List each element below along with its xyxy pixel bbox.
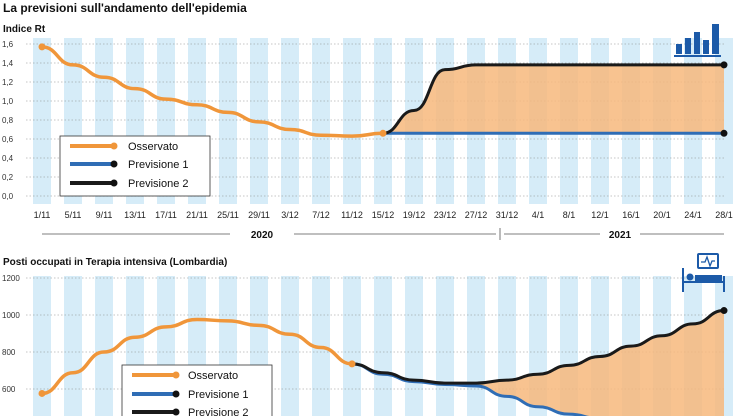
chart1-y-tick-label: 1,4 <box>2 59 14 68</box>
chart2-series <box>38 307 728 416</box>
x-tick-label: 1/11 <box>34 210 51 220</box>
x-tick-label: 28/1 <box>715 210 733 220</box>
stripe <box>343 276 361 416</box>
chart1-band-area <box>383 64 724 134</box>
legend-forecast2-marker <box>110 179 118 187</box>
chart2-y-tick-label: 800 <box>2 348 16 357</box>
x-tick-label: 23/12 <box>434 210 457 220</box>
chart1-y-tick-label: 0,2 <box>2 173 14 182</box>
stripe <box>95 276 113 416</box>
x-tick-label: 8/1 <box>563 210 576 220</box>
x-tick-label: 12/1 <box>591 210 609 220</box>
year-label-2021: 2021 <box>609 230 632 241</box>
chart2-observed-start-point <box>38 389 46 397</box>
x-tick-label: 31/12 <box>496 210 519 220</box>
stripe <box>281 276 299 416</box>
x-tick-label: 16/1 <box>622 210 640 220</box>
chart1-forecast1-end-point <box>720 129 728 137</box>
chart2-band-area <box>352 310 724 416</box>
x-tick-label: 11/12 <box>341 210 363 220</box>
page-title: La previsioni sull'andamento dell'epidem… <box>3 1 247 15</box>
legend2-observed-marker <box>172 371 180 379</box>
chart2-forecast2-end-point <box>720 307 728 315</box>
chart2-y-axis: 40060080010001200 <box>2 274 20 394</box>
chart2-observed-line <box>40 317 354 396</box>
legend2-forecast2-label: Previsione 2 <box>188 407 249 416</box>
stripe <box>405 276 423 416</box>
chart1-observed-line <box>40 45 385 138</box>
legend-forecast2-label: Previsione 2 <box>128 178 189 190</box>
chart1-observed-start-point <box>38 43 46 51</box>
x-tick-label: 21/11 <box>186 210 208 220</box>
x-tick-label: 9/11 <box>96 210 113 220</box>
x-tick-label: 4/1 <box>532 210 545 220</box>
chart1-legend: Osservato Previsione 1 Previsione 2 <box>59 135 211 197</box>
chart1-y-axis: 0,0 0,2 0,4 0,6 0,8 1,0 1,2 1,4 1,6 <box>2 40 14 201</box>
chart1-y-tick-label: 1,2 <box>2 78 14 87</box>
bar-chart-icon <box>674 24 721 57</box>
chart1-y-tick-label: 0,8 <box>2 116 14 125</box>
stripe <box>219 38 237 204</box>
hospital-bed-icon <box>682 253 725 292</box>
x-tick-label: 13/11 <box>124 210 146 220</box>
stripe <box>343 38 361 204</box>
legend-observed-label: Osservato <box>128 141 178 153</box>
x-tick-label: 27/12 <box>465 210 488 220</box>
legend2-forecast2-marker <box>172 408 180 416</box>
stripe <box>33 38 51 204</box>
chart1-y-tick-label: 0,0 <box>2 192 14 201</box>
x-tick-label: 19/12 <box>403 210 426 220</box>
chart1-observed-end-point <box>379 129 387 137</box>
chart2-y-tick-label: 1000 <box>2 311 20 320</box>
stripe <box>33 276 51 416</box>
chart1-y-tick-label: 1,0 <box>2 97 14 106</box>
chart1-forecast2-line <box>382 63 724 135</box>
chart1-y-tick-label: 0,6 <box>2 135 14 144</box>
chart1-forecast2-end-point <box>720 61 728 69</box>
x-tick-label: 15/12 <box>372 210 395 220</box>
year-label-2020: 2020 <box>251 230 274 241</box>
x-tick-label: 5/11 <box>65 210 82 220</box>
chart2-forecast-band <box>352 310 724 416</box>
chart1-y-tick-label: 0,4 <box>2 154 14 163</box>
chart2-y-tick-label: 1200 <box>2 274 20 283</box>
x-axis: 1/11 5/11 9/11 13/11 17/11 21/11 25/11 29/11 3/1… <box>34 210 733 240</box>
stripe <box>64 276 82 416</box>
chart2-legend: Osservato Previsione 1 Previsione 2 <box>121 364 273 416</box>
chart1-title: Indice Rt <box>3 24 46 35</box>
chart2-y-tick-label: 600 <box>2 385 16 394</box>
x-tick-label: 7/12 <box>312 210 330 220</box>
stripe <box>312 38 330 204</box>
x-tick-label: 20/1 <box>653 210 671 220</box>
chart2-observed-end-point <box>348 360 356 368</box>
x-tick-label: 3/12 <box>281 210 299 220</box>
stripe <box>467 276 485 416</box>
stripe <box>281 38 299 204</box>
x-tick-label: 25/11 <box>217 210 239 220</box>
stripe <box>374 38 392 204</box>
legend-observed-marker <box>110 142 118 150</box>
chart1-y-tick-label: 1,6 <box>2 40 14 49</box>
legend-forecast1-marker <box>110 160 118 168</box>
chart1-forecast-band <box>383 64 724 134</box>
legend2-forecast1-label: Previsione 1 <box>188 389 249 401</box>
stripe <box>436 276 454 416</box>
x-tick-label: 24/1 <box>684 210 702 220</box>
chart2-title: Posti occupati in Terapia intensiva (Lom… <box>3 257 227 268</box>
stripe <box>374 276 392 416</box>
x-tick-label: 17/11 <box>155 210 177 220</box>
chart1-series <box>38 43 728 138</box>
legend2-forecast1-marker <box>172 390 180 398</box>
legend2-observed-label: Osservato <box>188 370 238 382</box>
legend-forecast1-label: Previsione 1 <box>128 159 189 171</box>
x-tick-label: 29/11 <box>248 210 270 220</box>
chart2-forecast2-line <box>351 309 725 385</box>
